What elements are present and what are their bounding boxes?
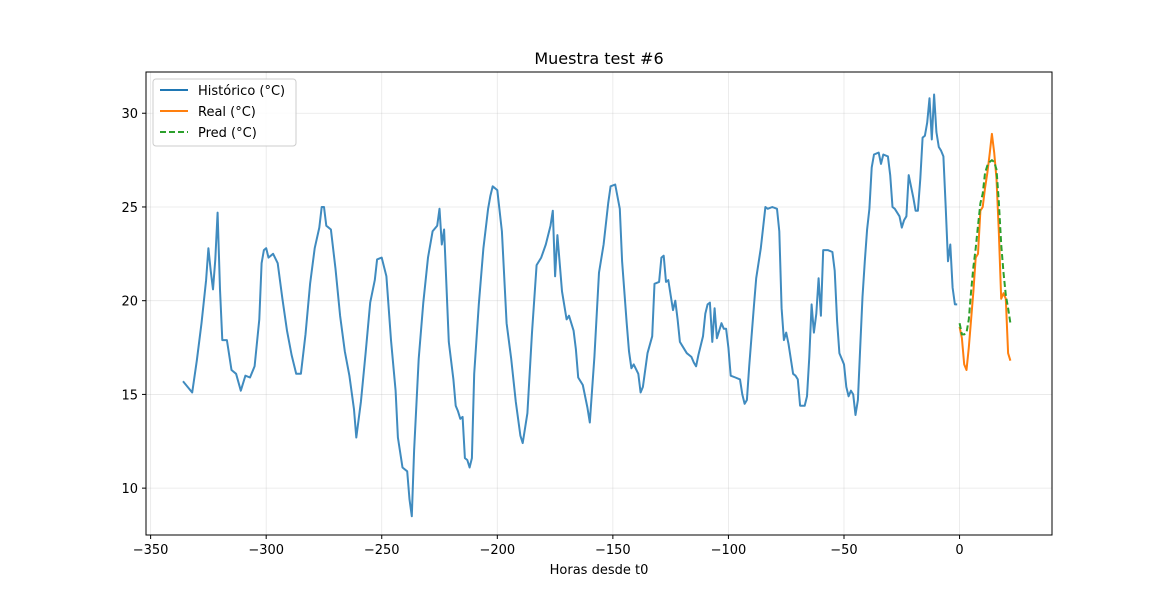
x-tick-label: −150 (595, 543, 631, 558)
y-tick-label: 10 (121, 482, 138, 497)
y-tick-label: 25 (121, 201, 138, 216)
y-tick-label: 30 (121, 107, 138, 122)
legend-box (152, 78, 297, 147)
y-axis-ticks: 10 15 20 25 30 (121, 107, 146, 497)
legend-label-pred: Pred (°C) (198, 126, 257, 141)
x-axis-ticks: −350 −300 −250 −200 −150 −100 −50 0 (133, 535, 964, 558)
x-tick-label: −350 (133, 543, 169, 558)
chart-title: Muestra test #6 (534, 49, 663, 68)
x-tick-label: −200 (479, 543, 515, 558)
x-tick-label: −300 (248, 543, 284, 558)
x-tick-label: −100 (711, 543, 747, 558)
x-tick-label: −250 (364, 543, 400, 558)
y-tick-label: 15 (121, 388, 138, 403)
legend: Histórico (°C) Real (°C) Pred (°C) (152, 78, 297, 147)
legend-label-real: Real (°C) (198, 105, 256, 120)
y-tick-label: 20 (121, 295, 138, 310)
legend-label-historico: Histórico (°C) (198, 84, 285, 99)
series-line-real (958, 132, 1012, 371)
plot-frame (145, 71, 1053, 536)
series-line-historico (182, 93, 958, 518)
series-lines (182, 93, 1012, 518)
x-tick-label: 0 (955, 543, 963, 558)
grid (146, 72, 1052, 535)
x-axis-label: Horas desde t0 (550, 563, 649, 578)
x-tick-label: −50 (830, 543, 857, 558)
